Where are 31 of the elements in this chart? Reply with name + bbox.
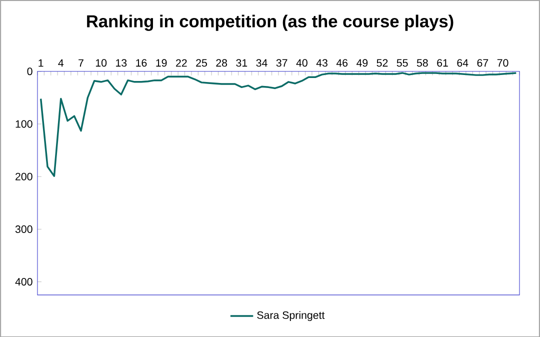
y-tick-label: 200 [16, 172, 32, 180]
x-tick-label: 43 [316, 58, 328, 66]
x-tick-label: 10 [96, 58, 107, 66]
x-tick-label: 28 [216, 58, 228, 66]
x-tick-label: 16 [136, 58, 147, 66]
y-tick-label: 400 [15, 278, 32, 286]
x-tick-label: 1 [38, 59, 44, 66]
x-tick-label: 40 [296, 58, 308, 66]
x-tick-label: 70 [497, 58, 508, 66]
x-tick-label: 13 [116, 58, 127, 66]
chart-title: Ranking in competition (as the course plays) [87, 14, 454, 31]
x-tick-label: 19 [156, 58, 167, 66]
x-tick-label: 52 [376, 58, 388, 66]
y-tick-label: 300 [15, 225, 32, 233]
x-tick-label: 7 [78, 59, 84, 66]
x-tick-label: 22 [176, 59, 187, 66]
x-tick-label: 64 [457, 58, 468, 66]
x-tick-label: 46 [336, 58, 348, 66]
x-tick-label: 55 [396, 59, 408, 66]
x-tick-label: 37 [276, 58, 288, 66]
x-tick-label: 58 [416, 58, 428, 66]
y-tick-label: 100 [16, 120, 32, 128]
x-tick-label: 31 [236, 58, 248, 66]
x-tick-label: 61 [437, 58, 448, 66]
x-tick-label: 49 [356, 58, 368, 66]
legend-label: Sara Springett [257, 310, 325, 321]
x-tick-label: 25 [196, 58, 207, 66]
x-tick-label: 4 [58, 59, 64, 66]
y-tick-label: 0 [27, 67, 32, 75]
x-tick-label: 34 [256, 58, 268, 66]
x-tick-label: 67 [477, 58, 488, 66]
